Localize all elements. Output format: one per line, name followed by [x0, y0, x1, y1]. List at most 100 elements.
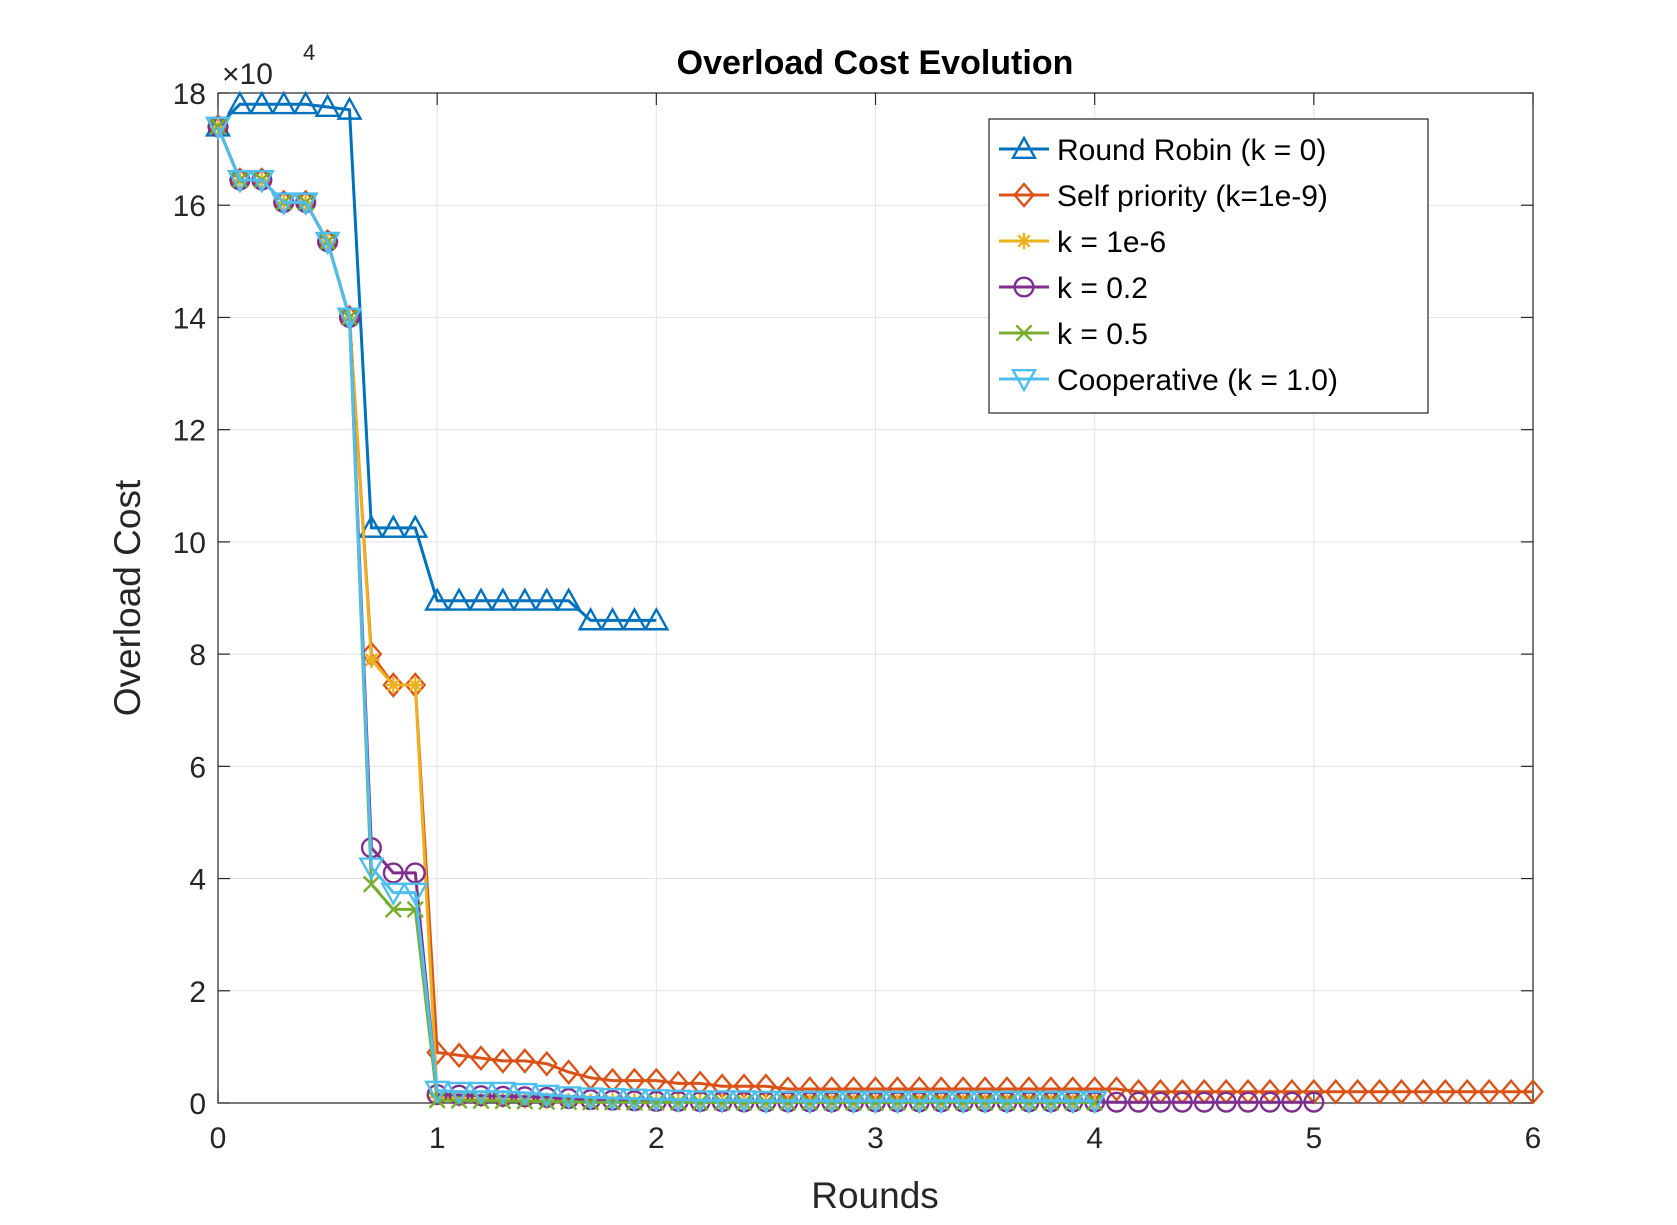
data-point-marker	[470, 1045, 492, 1071]
data-point-marker	[621, 1088, 648, 1112]
data-point-marker	[735, 1093, 753, 1111]
data-point-marker	[248, 90, 275, 115]
data-point-marker	[993, 1090, 1021, 1115]
data-point-marker	[1010, 135, 1038, 160]
y-tick-label: 10	[173, 527, 206, 560]
data-point-marker	[533, 1084, 560, 1109]
data-point-marker	[1020, 1093, 1038, 1111]
data-point-marker	[1081, 1090, 1108, 1115]
y-exponent-label: ×10 4	[222, 40, 315, 91]
legend-box	[988, 118, 1429, 414]
x-axis-label: Rounds	[811, 1175, 939, 1216]
y-axis-label: Overload Cost	[107, 479, 148, 716]
data-point-marker	[402, 882, 429, 907]
data-point-marker	[555, 1086, 582, 1110]
legend-item: k = 0.2	[999, 272, 1148, 305]
data-point-marker	[385, 676, 402, 694]
legend-item: Self priority (k=1e-9)	[999, 180, 1328, 213]
x-tick-label: 2	[648, 1122, 665, 1155]
data-point-marker	[1390, 1078, 1413, 1105]
legend-item: Cooperative (k = 1.0)	[999, 364, 1338, 397]
data-point-marker	[380, 514, 407, 538]
data-point-marker	[687, 1090, 714, 1114]
y-tick-label: 16	[173, 190, 206, 223]
y-tick-label: 12	[173, 415, 206, 448]
x-tick-label: 5	[1305, 1122, 1322, 1155]
legend: Round Robin (k = 0) Self priority (k=1e-9…	[988, 118, 1429, 414]
data-point-marker	[669, 1093, 687, 1111]
data-point-marker	[511, 587, 538, 611]
data-point-marker	[774, 1090, 801, 1115]
data-point-marker	[884, 1090, 911, 1115]
data-point-marker	[384, 900, 402, 918]
data-point-marker	[888, 1093, 906, 1111]
data-point-marker	[845, 1093, 863, 1111]
data-point-marker	[489, 587, 516, 611]
data-point-marker	[1149, 1091, 1171, 1113]
data-point-marker	[489, 1081, 516, 1106]
data-point-marker	[621, 606, 648, 631]
data-point-marker	[1086, 1093, 1104, 1111]
data-point-marker	[450, 1090, 468, 1107]
x-tick-label: 6	[1525, 1122, 1542, 1155]
data-point-marker	[1259, 1091, 1281, 1113]
data-point-marker	[1037, 1090, 1064, 1115]
data-point-marker	[1412, 1078, 1435, 1105]
data-point-marker	[1015, 1090, 1042, 1115]
x-tick-label: 1	[429, 1122, 446, 1155]
legend-item: k = 1e-6	[999, 226, 1166, 259]
legend-item: Round Robin (k = 0)	[999, 134, 1326, 167]
data-point-marker	[1064, 1093, 1082, 1111]
data-point-marker	[380, 882, 407, 907]
series-group	[204, 90, 1544, 1115]
data-point-marker	[226, 169, 253, 194]
y-exponent-power: 4	[303, 40, 315, 65]
data-point-marker	[1303, 1091, 1325, 1113]
data-point-marker	[1281, 1091, 1303, 1113]
data-point-marker	[511, 1082, 538, 1107]
data-point-marker	[424, 1080, 451, 1105]
data-point-marker	[906, 1090, 933, 1115]
data-point-marker	[1522, 1078, 1544, 1105]
data-point-marker	[492, 1085, 514, 1107]
data-point-marker	[1237, 1091, 1259, 1113]
data-point-marker	[1127, 1091, 1150, 1113]
data-point-marker	[292, 90, 319, 115]
legend-label: Round Robin (k = 0)	[1057, 134, 1326, 167]
chart-title: Overload Cost Evolution	[677, 44, 1074, 82]
data-point-marker	[976, 1093, 994, 1111]
legend-label: k = 0.2	[1057, 272, 1148, 305]
data-point-marker	[404, 862, 426, 884]
data-point-marker	[407, 676, 424, 694]
data-point-marker	[1368, 1078, 1391, 1105]
data-point-marker	[467, 1081, 495, 1106]
data-point-marker	[577, 1087, 604, 1111]
data-point-marker	[467, 587, 495, 611]
y-exponent-base: ×10	[222, 58, 273, 91]
data-point-marker	[270, 90, 297, 115]
data-point-marker	[647, 1093, 665, 1111]
data-point-marker	[709, 1090, 736, 1114]
data-point-marker	[1106, 1091, 1128, 1113]
data-point-marker	[204, 116, 232, 141]
data-point-marker	[226, 90, 253, 115]
data-point-marker	[866, 1093, 885, 1111]
data-point-marker	[796, 1090, 823, 1115]
series-markers	[204, 90, 670, 631]
data-point-marker	[752, 1090, 779, 1115]
x-tick-label: 4	[1086, 1122, 1103, 1155]
data-point-marker	[1434, 1078, 1457, 1105]
y-tick-label: 0	[189, 1088, 206, 1121]
data-point-marker	[336, 96, 363, 120]
legend-label: Cooperative (k = 1.0)	[1057, 364, 1338, 397]
y-tick-label: 14	[173, 302, 206, 335]
data-point-marker	[406, 900, 424, 918]
data-point-marker	[555, 587, 582, 611]
y-tick-label: 6	[189, 751, 206, 784]
x-tick-label: 3	[867, 1122, 884, 1155]
series-1	[204, 90, 670, 631]
data-point-marker	[209, 118, 227, 136]
data-point-marker	[1193, 1091, 1215, 1113]
